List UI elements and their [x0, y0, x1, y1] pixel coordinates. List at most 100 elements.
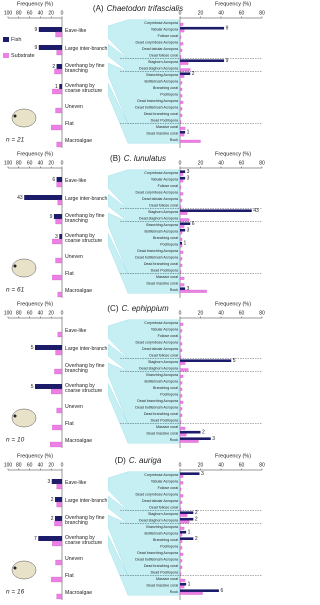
n-label: n = 21	[6, 137, 25, 144]
substrate-bar	[179, 42, 184, 46]
count-label: 1	[187, 130, 190, 136]
fish-bar	[180, 241, 183, 245]
x-tick-label: 100	[4, 10, 13, 16]
category-label: Rock	[170, 590, 178, 594]
substrate-bar	[179, 494, 184, 498]
count-label: 3	[187, 176, 190, 182]
x-tick-label: 0	[179, 462, 182, 468]
category-label: Staghorn Acropora	[148, 60, 178, 64]
substrate-bar	[55, 31, 63, 38]
x-tick-label: 20	[198, 10, 204, 16]
category-label-box: Flat	[64, 570, 108, 584]
category-label: Massive coral	[156, 275, 178, 279]
category-label: Dead tabular Acropora	[142, 47, 178, 51]
x-axis-label: Frequency (%)	[17, 301, 53, 307]
x-tick-label: 60	[239, 310, 245, 316]
substrate-bar	[57, 199, 63, 206]
substrate-bar	[179, 257, 183, 261]
count-label: 9	[226, 26, 229, 32]
substrate-bar	[179, 533, 183, 537]
category-label: Tabular Acropora	[151, 27, 178, 31]
count-label: 2	[195, 536, 198, 542]
category-label: Tabular Acropora	[151, 479, 178, 483]
substrate-bar	[179, 342, 183, 346]
fish-bar	[180, 130, 186, 134]
category-label: Pocillopora	[160, 92, 178, 96]
x-tick-label: 40	[218, 310, 224, 316]
count-label: 2	[195, 517, 198, 523]
substrate-bar	[179, 361, 186, 365]
substrate-bar	[179, 74, 185, 78]
category-label-box: Overhang by coarse structure	[64, 82, 108, 96]
category-label-box: Uneven	[64, 101, 108, 115]
figure: (A) Chaetodon trifascialis Frequency (%) Fr…	[3, 1, 265, 601]
substrate-bar	[55, 349, 63, 356]
substrate-bar	[179, 87, 183, 91]
substrate-bar	[179, 179, 184, 183]
category-label: Overhang by coarse structure	[64, 534, 108, 548]
x-tick-label: 80	[259, 310, 265, 316]
fish-bar	[180, 72, 191, 75]
substrate-bar	[179, 426, 186, 430]
fish-eye	[13, 264, 17, 268]
category-label: Large inter-branch	[64, 495, 108, 509]
category-label: Overhang by coarse structure	[64, 232, 108, 246]
x-tick-label: 80	[16, 310, 22, 316]
x-tick-label: 0	[61, 160, 64, 166]
category-label-box: Macroalgae	[64, 285, 108, 299]
substrate-bar	[179, 289, 207, 293]
legend-label: Fish	[11, 37, 21, 43]
category-label: Dead branching coral	[144, 112, 178, 116]
x-tick-label: 20	[198, 310, 204, 316]
substrate-bar	[179, 513, 188, 517]
x-tick-label: 100	[4, 462, 13, 468]
substrate-bar	[51, 124, 63, 131]
category-label: Uneven	[64, 553, 108, 567]
substrate-bar	[179, 61, 189, 65]
substrate-bar	[179, 172, 184, 176]
x-tick-label: 60	[239, 462, 245, 468]
x-tick-label: 40	[38, 160, 44, 166]
fish-bar	[180, 517, 194, 521]
substrate-bar	[55, 107, 63, 114]
x-tick-label: 60	[27, 462, 33, 468]
category-label: Bottlebrush Acropora	[144, 79, 178, 83]
substrate-bar	[179, 94, 183, 98]
category-label-box: Overhang by coarse structure	[64, 232, 108, 246]
substrate-bar	[179, 474, 184, 478]
substrate-bar	[179, 539, 183, 543]
fish-bar	[180, 59, 225, 62]
x-axis-label: Frequency (%)	[17, 1, 53, 7]
count-label: 5	[31, 345, 34, 351]
substrate-bar	[179, 368, 189, 372]
category-label: Staghorn Acropora	[148, 360, 178, 364]
category-label: Massive coral	[156, 125, 178, 129]
count-label: 2	[52, 64, 55, 70]
x-tick-label: 20	[48, 462, 54, 468]
category-label: Branching coral	[153, 386, 178, 390]
fish-bar	[180, 287, 186, 290]
x-tick-label: 40	[218, 160, 224, 166]
substrate-bar	[56, 181, 63, 188]
fish-eye	[13, 566, 17, 570]
category-label: Overhang by coarse structure	[64, 382, 108, 396]
category-label: Overhang by fine branching	[64, 212, 108, 226]
category-label: Dead bottlebrush Acropora	[135, 255, 178, 259]
substrate-bar	[179, 35, 182, 39]
category-label-box: Overhang by coarse structure	[64, 382, 108, 396]
category-label: Dead Pocillopora	[151, 268, 178, 272]
category-label-box: Overhang by fine branching	[64, 62, 108, 76]
count-label: 43	[17, 195, 23, 201]
fish-eye	[13, 414, 17, 418]
substrate-bar	[179, 198, 183, 202]
fish-bar	[38, 536, 62, 541]
category-label: Bottlebrush Acropora	[144, 379, 178, 383]
category-label: Dead bottlebrush Acropora	[135, 105, 178, 109]
fish-bar	[180, 430, 201, 434]
x-tick-label: 0	[179, 160, 182, 166]
count-label: 9	[34, 27, 37, 33]
category-label: Dead branching Acropora	[137, 551, 178, 555]
substrate-bar	[179, 335, 182, 339]
x-axis-label: Frequency (%)	[215, 453, 251, 459]
substrate-bar	[179, 407, 183, 411]
